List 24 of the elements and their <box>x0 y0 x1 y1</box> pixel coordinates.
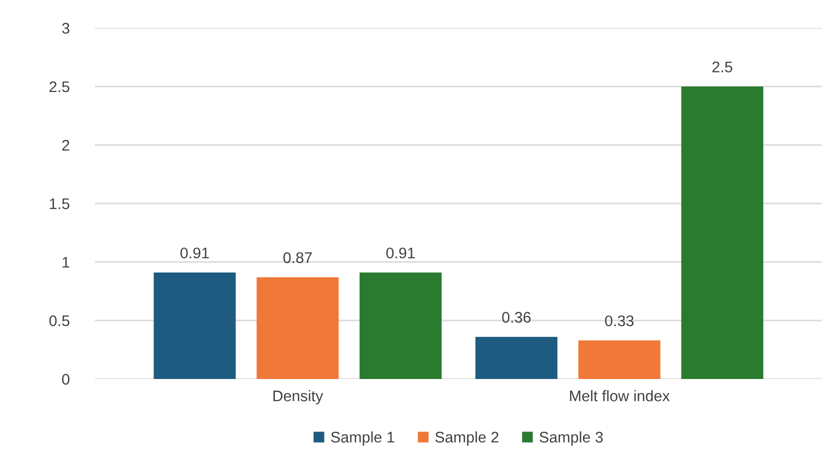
y-tick-label: 0 <box>62 374 70 385</box>
data-label: 0.91 <box>180 248 209 258</box>
legend-label: Sample 3 <box>540 431 603 446</box>
bar <box>475 336 558 379</box>
legend-label: Sample 1 <box>331 431 394 446</box>
bar <box>360 272 442 379</box>
bar <box>256 277 339 379</box>
data-label: 0.87 <box>283 252 312 264</box>
y-tick-label: 2 <box>62 140 70 151</box>
y-tick-label: 1 <box>62 257 70 268</box>
y-tick-label: 2.5 <box>50 81 70 92</box>
bar <box>681 86 764 379</box>
y-tick-label: 0.5 <box>49 315 70 326</box>
data-label: 0.33 <box>605 315 634 326</box>
x-tick-label: Melt flow index <box>570 390 670 402</box>
data-label: 0.91 <box>386 248 415 258</box>
data-label: 0.36 <box>502 312 531 323</box>
data-label: 2.5 <box>712 62 732 72</box>
x-tick-label: Density <box>273 390 324 404</box>
y-tick-label: 3 <box>62 22 70 34</box>
y-tick-label: 1.5 <box>50 198 70 210</box>
bar <box>154 272 236 379</box>
bar <box>578 340 660 379</box>
legend-label: Sample 2 <box>435 431 498 446</box>
